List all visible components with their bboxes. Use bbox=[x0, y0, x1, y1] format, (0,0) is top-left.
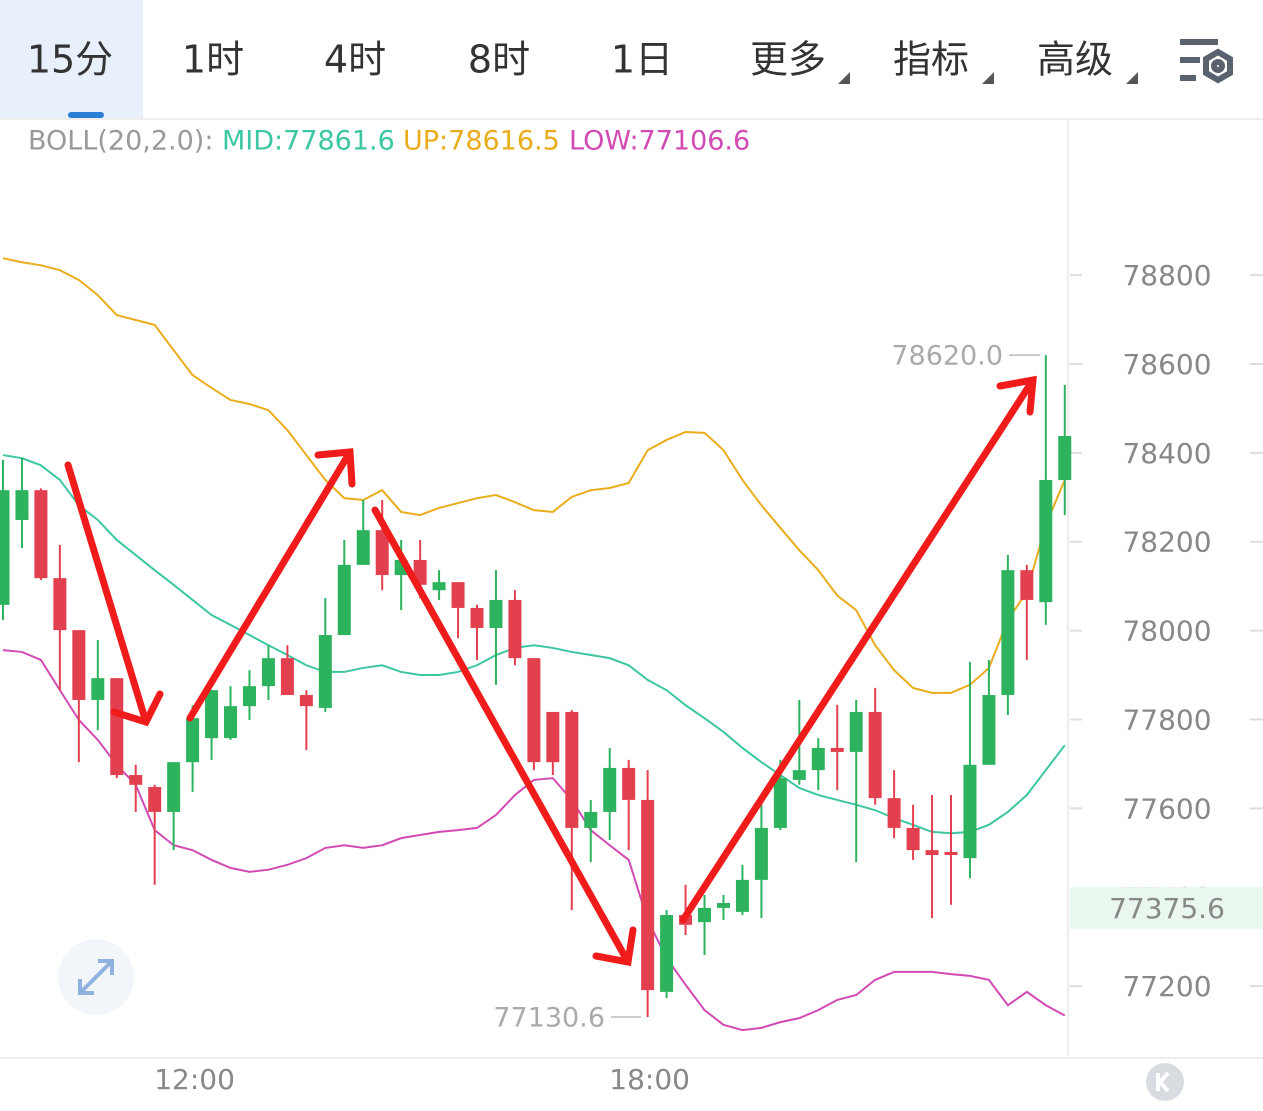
tab-indicator bbox=[68, 112, 104, 118]
candle-body bbox=[849, 711, 863, 752]
last-price-tag bbox=[1070, 887, 1263, 930]
candle-body bbox=[963, 764, 977, 859]
candle-body bbox=[716, 903, 730, 908]
indicator-low: LOW:77106.6 bbox=[569, 126, 750, 157]
y-tick-label: 78800 bbox=[1122, 259, 1211, 292]
y-tick-label: 77600 bbox=[1122, 792, 1211, 825]
candle-body bbox=[527, 658, 541, 763]
candle-body bbox=[887, 798, 901, 828]
tab[interactable]: 1时 bbox=[182, 38, 244, 82]
candle-body bbox=[432, 582, 446, 591]
tab[interactable]: 1日 bbox=[611, 38, 673, 82]
tab[interactable]: 更多 bbox=[750, 38, 826, 82]
y-tick-label: 78000 bbox=[1122, 615, 1211, 648]
indicator-name: BOLL(20,2.0): bbox=[28, 126, 213, 157]
candle-body bbox=[792, 770, 806, 780]
candle-body bbox=[337, 564, 351, 636]
candle-body bbox=[356, 530, 370, 565]
candle-body bbox=[1020, 570, 1034, 600]
candle-body bbox=[375, 530, 389, 576]
candle-body bbox=[906, 827, 920, 851]
candle-body bbox=[622, 767, 636, 800]
candle-body bbox=[546, 711, 560, 763]
back-to-latest-button[interactable] bbox=[1146, 1063, 1184, 1101]
indicator-up: UP:78616.5 bbox=[403, 126, 560, 157]
candle-body bbox=[868, 711, 882, 799]
tab[interactable]: 15分 bbox=[27, 38, 113, 82]
band-upper bbox=[2, 257, 1066, 694]
candle-body bbox=[0, 490, 10, 605]
candle-body bbox=[1039, 479, 1053, 603]
band-lower bbox=[2, 649, 1066, 1032]
tab[interactable]: 4时 bbox=[324, 38, 386, 82]
candle-body bbox=[129, 775, 143, 785]
candle-body bbox=[1058, 435, 1072, 480]
candle-body bbox=[735, 879, 749, 912]
candle-body bbox=[982, 695, 996, 765]
tab-arrows bbox=[838, 72, 1138, 84]
candle-body bbox=[299, 695, 313, 707]
trend-arrows bbox=[64, 375, 1037, 967]
candle-body bbox=[641, 799, 655, 991]
candle-body bbox=[811, 747, 825, 771]
candle-body bbox=[660, 915, 674, 992]
candle-body bbox=[186, 718, 200, 763]
candle-body bbox=[318, 635, 332, 708]
tab-selected-bg bbox=[0, 0, 143, 118]
candle-body bbox=[698, 907, 712, 923]
candle-body bbox=[944, 851, 958, 856]
candle-body bbox=[754, 827, 768, 880]
candle-body bbox=[261, 658, 275, 687]
candle-body bbox=[830, 747, 844, 752]
y-tick-label: 78200 bbox=[1122, 526, 1211, 559]
tab[interactable]: 高级 bbox=[1037, 38, 1113, 82]
candle-body bbox=[15, 490, 29, 520]
band-middle bbox=[2, 454, 1066, 835]
candle-body bbox=[148, 787, 162, 812]
y-tick-label: 77800 bbox=[1122, 703, 1211, 736]
candle-body bbox=[773, 778, 787, 828]
candle-body bbox=[205, 690, 219, 739]
candle-body bbox=[242, 686, 256, 707]
expand-button[interactable] bbox=[58, 939, 134, 1015]
candle-body bbox=[508, 599, 522, 659]
candle-body bbox=[470, 607, 484, 628]
x-tick-label: 18:00 bbox=[609, 1063, 690, 1096]
candle-body bbox=[584, 811, 598, 828]
indicator-mid: MID:77861.6 bbox=[222, 126, 395, 157]
last-price-label: 77375.6 bbox=[1109, 892, 1225, 925]
candle-body bbox=[451, 582, 465, 608]
y-tick-label: 77200 bbox=[1122, 970, 1211, 1003]
candle-body bbox=[489, 599, 503, 628]
candle-body bbox=[280, 658, 294, 696]
y-tick-label: 78400 bbox=[1122, 437, 1211, 470]
candle-body bbox=[34, 490, 48, 579]
candle-body bbox=[1001, 570, 1015, 696]
high-label: 78620.0 bbox=[891, 341, 1003, 372]
y-tick-label: 78600 bbox=[1122, 348, 1211, 381]
candle-body bbox=[603, 767, 617, 812]
x-tick-label: 12:00 bbox=[154, 1063, 235, 1096]
low-label: 77130.6 bbox=[493, 1002, 605, 1033]
candle-body bbox=[53, 578, 67, 631]
tab[interactable]: 8时 bbox=[468, 38, 530, 82]
candle-body bbox=[72, 630, 86, 700]
tab-bar bbox=[0, 0, 1263, 118]
candle-body bbox=[167, 762, 181, 812]
candle-body bbox=[565, 711, 579, 828]
candle-body bbox=[224, 706, 238, 739]
candle-body bbox=[110, 678, 124, 776]
settings-icon[interactable] bbox=[1180, 39, 1233, 84]
tab[interactable]: 指标 bbox=[893, 38, 969, 82]
candle-body bbox=[91, 678, 105, 700]
candle-body bbox=[925, 850, 939, 856]
